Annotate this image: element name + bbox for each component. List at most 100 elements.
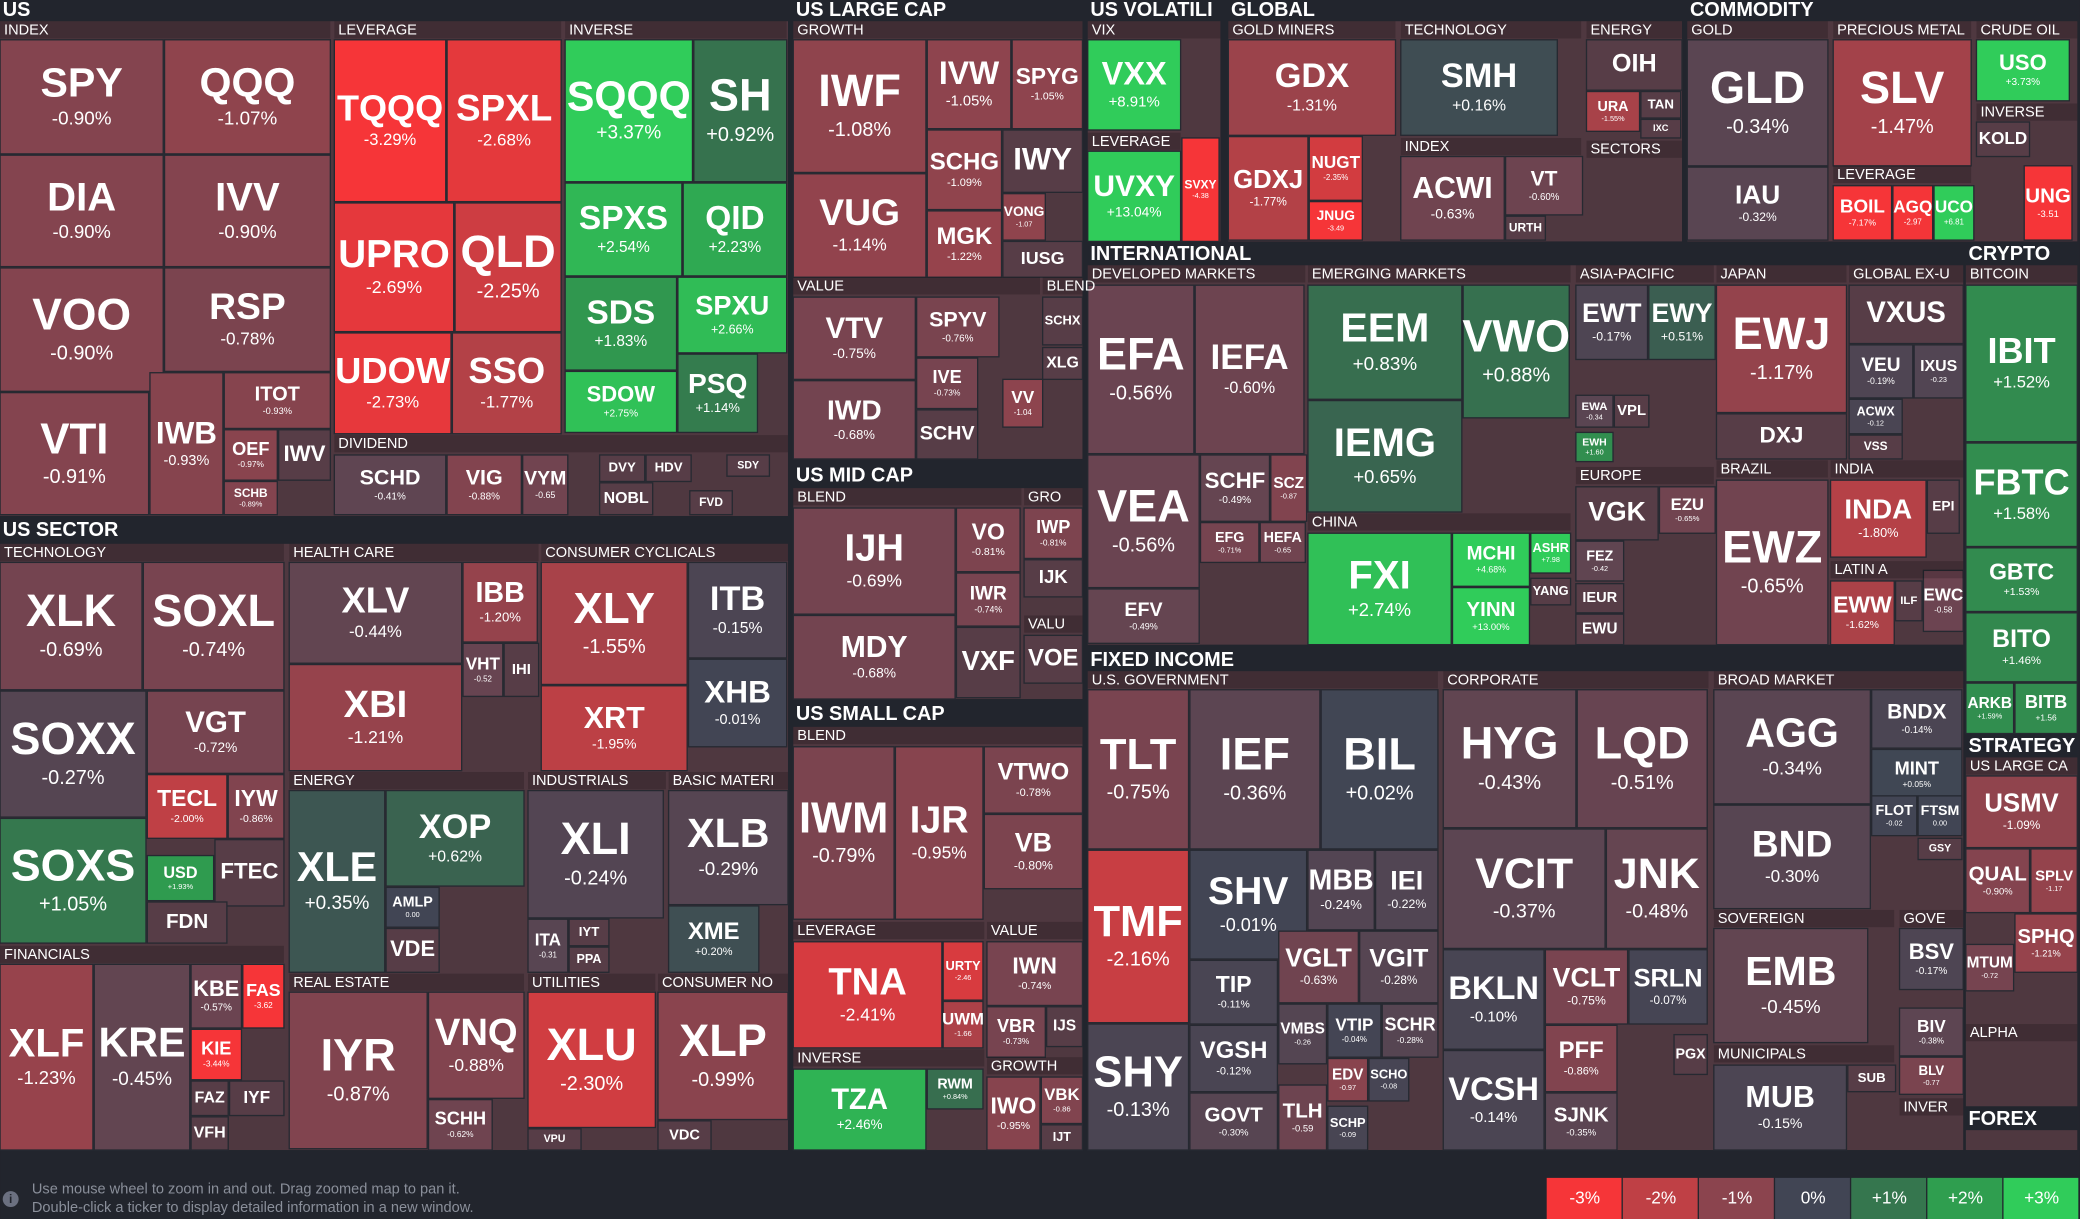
ticker-tile[interactable]: VXUS [1848, 284, 1964, 345]
ticker-tile[interactable]: VXX +8.91% [1087, 39, 1182, 131]
ticker-tile[interactable]: EWH+1.60 [1575, 431, 1614, 463]
ticker-tile[interactable]: MUB-0.15% [1713, 1064, 1848, 1151]
ticker-tile[interactable]: ACWI-0.63% [1400, 155, 1505, 241]
ticker-tile[interactable]: XLP -0.99% [657, 991, 789, 1121]
ticker-tile[interactable]: BITO +1.46% [1965, 612, 2078, 683]
ticker-tile[interactable]: TIP -0.11% [1189, 959, 1279, 1025]
ticker-tile[interactable]: FBTC +1.58% [1965, 442, 2078, 548]
ticker-tile[interactable]: SCHD-0.41% [333, 454, 447, 516]
ticker-tile[interactable]: IYR -0.87% [288, 991, 428, 1150]
ticker-tile[interactable]: MBB-0.24% [1307, 849, 1375, 931]
ticker-tile[interactable]: IYW -0.86% [227, 773, 285, 839]
ticker-tile[interactable]: UDOW -2.73% [333, 332, 452, 435]
ticker-tile[interactable]: MTUM-0.72 [1965, 943, 2015, 992]
ticker-tile[interactable]: TAN [1640, 90, 1682, 119]
ticker-tile[interactable]: IWD -0.68% [792, 380, 916, 460]
ticker-tile[interactable]: PFF -0.86% [1544, 1024, 1618, 1093]
ticker-tile[interactable]: EWU [1575, 613, 1625, 646]
ticker-tile[interactable]: BLV-0.77 [1898, 1056, 1964, 1095]
ticker-tile[interactable]: VUG -1.14% [792, 173, 927, 278]
ticker-tile[interactable]: EWC-0.58 [1922, 569, 1964, 633]
ticker-tile[interactable]: XLY -1.55% [540, 561, 688, 686]
ticker-tile[interactable]: URA-1.55% [1585, 90, 1641, 132]
ticker-tile[interactable]: VCIT -0.37% [1442, 828, 1606, 950]
ticker-tile[interactable]: ACWX-0.12 [1848, 398, 1903, 435]
ticker-tile[interactable]: ITB -0.15% [687, 561, 788, 659]
ticker-tile[interactable]: SCHG -1.09% [926, 129, 1003, 211]
ticker-tile[interactable]: MGK-1.22% [926, 210, 1003, 278]
ticker-tile[interactable]: VGSH -0.12% [1189, 1024, 1279, 1093]
ticker-tile[interactable]: VGK [1575, 486, 1659, 541]
ticker-tile[interactable]: XLF-1.23% [0, 963, 94, 1151]
ticker-tile[interactable]: SMH +0.16% [1400, 39, 1558, 136]
ticker-tile[interactable]: SRLN-0.07% [1628, 949, 1708, 1025]
ticker-tile[interactable]: IWF -1.08% [792, 39, 927, 174]
ticker-tile[interactable]: GOVT-0.30% [1189, 1092, 1279, 1151]
ticker-tile[interactable]: DIA-0.90% [0, 154, 164, 268]
ticker-tile[interactable]: IUSG [1002, 240, 1084, 278]
ticker-tile[interactable]: BITB+1.56 [2014, 682, 2078, 735]
ticker-tile[interactable]: SUB [1847, 1064, 1897, 1093]
ticker-tile[interactable]: IVE-0.73% [915, 357, 979, 410]
ticker-tile[interactable]: IWB -0.93% [149, 372, 224, 516]
ticker-tile[interactable]: FXI+2.74% [1307, 532, 1452, 646]
ticker-tile[interactable]: OIH [1585, 39, 1683, 91]
ticker-tile[interactable]: VGLT-0.63% [1278, 930, 1360, 1004]
ticker-tile[interactable]: VEA -0.56% [1087, 454, 1200, 589]
ticker-tile[interactable]: VOO -0.90% [0, 267, 164, 392]
ticker-tile[interactable]: SPHQ-1.21% [2014, 913, 2078, 973]
ticker-tile[interactable]: VFH [190, 1116, 229, 1151]
ticker-tile[interactable]: TQQQ -3.29% [333, 39, 447, 203]
ticker-tile[interactable]: IEI-0.22% [1374, 849, 1439, 931]
ticker-tile[interactable]: YANG [1530, 577, 1572, 606]
ticker-tile[interactable]: VCSH -0.14% [1442, 1049, 1545, 1151]
ticker-tile[interactable]: VGIT-0.28% [1359, 930, 1439, 1004]
ticker-tile[interactable]: XRT-1.95% [540, 685, 688, 772]
ticker-tile[interactable]: IWR-0.74% [955, 572, 1021, 627]
ticker-tile[interactable]: IBB-1.20% [462, 561, 538, 643]
ticker-tile[interactable]: EFG-0.71% [1199, 521, 1260, 564]
ticker-tile[interactable]: GDX -1.31% [1227, 39, 1397, 136]
ticker-tile[interactable]: SQQQ +3.37% [564, 39, 694, 183]
ticker-tile[interactable]: XLE +0.35% [288, 789, 386, 973]
ticker-tile[interactable]: QUAL-0.90% [1965, 848, 2031, 914]
ticker-tile[interactable]: VPU [527, 1128, 582, 1151]
ticker-tile[interactable]: SPXU+2.66% [677, 276, 788, 354]
ticker-tile[interactable]: VXF [955, 626, 1021, 699]
ticker-tile[interactable]: IXUS-0.23 [1913, 344, 1964, 399]
ticker-tile[interactable]: OEF-0.97% [223, 429, 278, 481]
ticker-tile[interactable]: UWM-1.66 [942, 1000, 984, 1049]
ticker-tile[interactable]: EWA-0.34 [1575, 394, 1614, 428]
ticker-tile[interactable]: SCHO-0.08 [1368, 1057, 1410, 1102]
ticker-tile[interactable]: SPYG -1.05% [1011, 39, 1084, 130]
ticker-tile[interactable]: FTEC [214, 838, 285, 907]
ticker-tile[interactable]: AGQ-2.97 [1892, 185, 1934, 241]
ticker-tile[interactable]: SOXS +1.05% [0, 817, 147, 944]
ticker-tile[interactable]: TECL -2.00% [146, 773, 228, 839]
ticker-tile[interactable]: IWM-0.79% [792, 746, 895, 920]
ticker-tile[interactable]: IJR-0.95% [894, 746, 984, 920]
ticker-tile[interactable]: FLOT-0.02 [1871, 795, 1918, 837]
ticker-tile[interactable]: SCHX [1041, 296, 1084, 346]
ticker-tile[interactable]: SDY [726, 454, 771, 477]
ticker-tile[interactable]: VDC [657, 1120, 712, 1151]
ticker-tile[interactable]: UCO+6.81 [1933, 185, 1975, 241]
ticker-tile[interactable]: SCHF -0.49% [1199, 454, 1271, 522]
ticker-tile[interactable]: RWM+0.84% [926, 1068, 984, 1110]
ticker-tile[interactable]: PSQ+1.14% [677, 353, 759, 434]
ticker-tile[interactable]: TMF -2.16% [1087, 849, 1190, 1024]
ticker-tile[interactable]: ARKB+1.59% [1965, 682, 2015, 735]
ticker-tile[interactable]: SPXL -2.68% [446, 39, 562, 203]
ticker-tile[interactable]: TZA+2.46% [792, 1068, 927, 1151]
ticker-tile[interactable]: MINT+0.05% [1871, 748, 1963, 801]
ticker-tile[interactable]: BND -0.30% [1713, 804, 1872, 910]
ticker-tile[interactable]: GDXJ-1.77% [1227, 135, 1309, 241]
ticker-tile[interactable]: UVXY+13.04% [1087, 150, 1182, 243]
ticker-tile[interactable]: TNA-2.41% [792, 941, 943, 1049]
ticker-tile[interactable]: RSP -0.78% [163, 267, 332, 373]
ticker-tile[interactable]: SH +0.92% [693, 39, 788, 183]
ticker-tile[interactable]: NOBL [598, 482, 654, 516]
ticker-tile[interactable]: IEFA -0.60% [1194, 284, 1305, 455]
ticker-tile[interactable]: MDY-0.68% [792, 614, 956, 700]
